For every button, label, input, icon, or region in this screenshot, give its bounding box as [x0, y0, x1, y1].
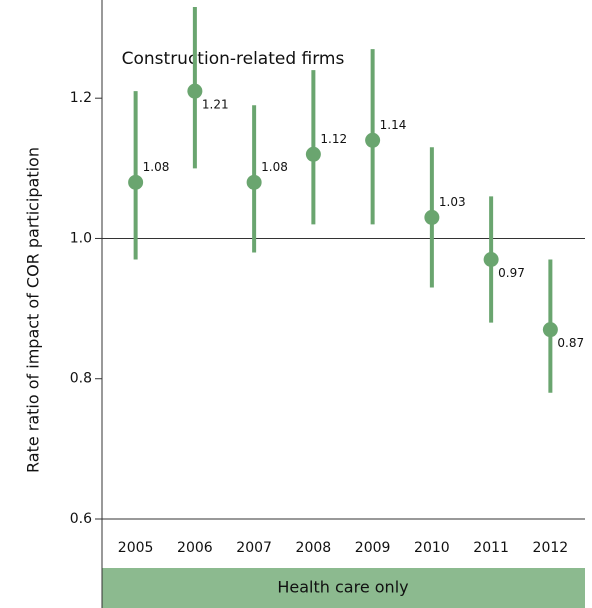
x-tick-label: 2009: [355, 540, 391, 556]
y-tick-label: 1.2: [70, 90, 92, 106]
value-label: 0.97: [498, 266, 525, 280]
point: [128, 174, 144, 190]
y-tick-label: 0.6: [70, 511, 92, 527]
y-axis-label: Rate ratio of impact of COR participatio…: [24, 147, 43, 473]
value-label: 0.87: [557, 336, 584, 350]
point: [542, 322, 558, 338]
value-label: 1.03: [439, 195, 466, 209]
x-tick-label: 2005: [118, 540, 154, 556]
value-label: 1.14: [380, 118, 407, 132]
point: [365, 132, 381, 148]
x-tick-label: 2006: [177, 540, 213, 556]
chart-title: Construction-related firms: [122, 49, 345, 69]
point: [305, 146, 321, 162]
panel-label: Health care only: [277, 578, 408, 597]
value-label: 1.21: [202, 98, 229, 112]
point: [424, 209, 440, 225]
x-tick-label: 2007: [236, 540, 272, 556]
x-tick-label: 2010: [414, 540, 450, 556]
point: [483, 252, 499, 267]
x-tick-label: 2012: [533, 540, 569, 556]
value-label: 1.12: [320, 132, 347, 146]
x-tick-label: 2011: [473, 540, 509, 556]
x-tick-label: 2008: [296, 540, 332, 556]
value-label: 1.08: [143, 160, 170, 174]
y-tick-label: 0.8: [70, 371, 92, 387]
y-tick-label: 1.0: [70, 230, 92, 246]
point: [246, 174, 262, 190]
value-label: 1.08: [261, 160, 288, 174]
panel-band: [102, 568, 585, 608]
point: [187, 83, 203, 99]
